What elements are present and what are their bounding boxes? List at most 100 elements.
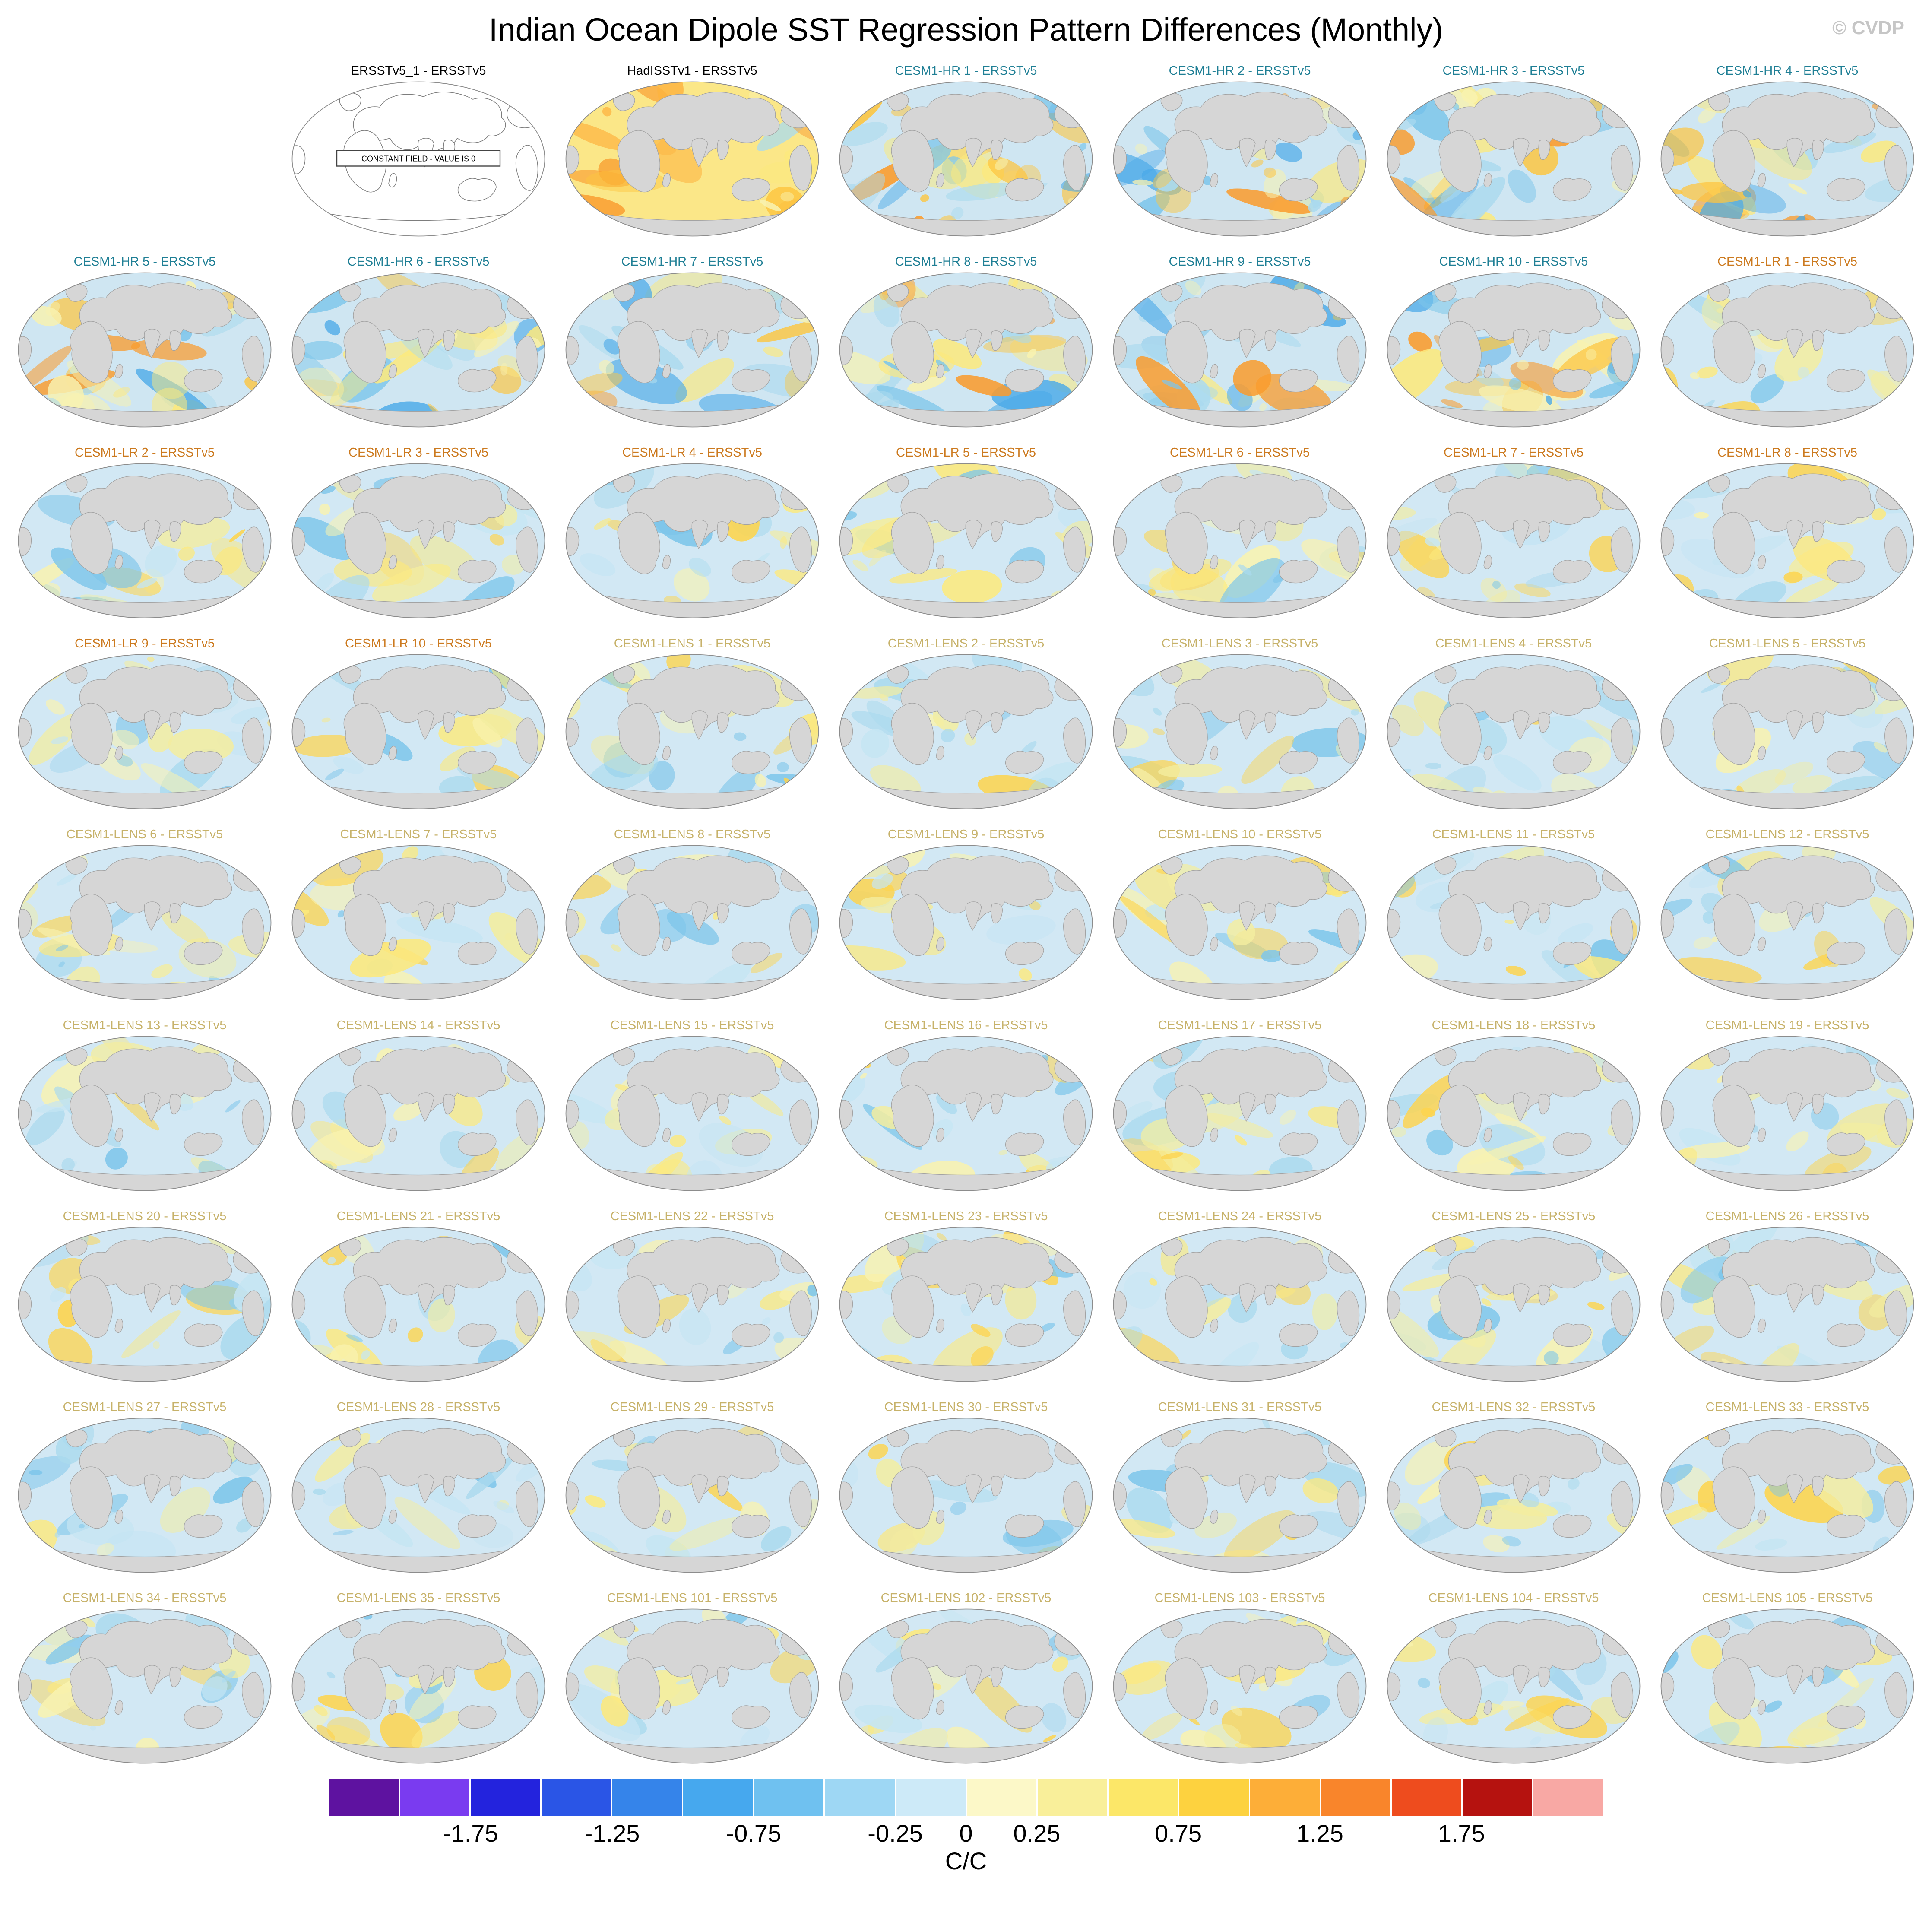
map-panel-title: CESM1-LENS 25 - ERSSTv5 xyxy=(1432,1209,1596,1223)
map-grid: ERSSTv5_1 - ERSSTv5 CONSTANT FIELD - VALU… xyxy=(0,53,1932,1767)
map-outline xyxy=(1660,1227,1914,1382)
map-outline xyxy=(18,1418,272,1573)
map-panel-title: CESM1-LENS 29 - ERSSTv5 xyxy=(610,1400,774,1414)
world-map xyxy=(1660,845,1914,1000)
continents xyxy=(1113,1237,1365,1382)
map-outline xyxy=(18,654,272,809)
map-panel-title: CESM1-LENS 105 - ERSSTv5 xyxy=(1702,1591,1873,1605)
map-panel: CESM1-LENS 2 - ERSSTv5 xyxy=(829,636,1103,812)
map-panel: CESM1-LENS 21 - ERSSTv5 xyxy=(282,1208,555,1385)
colorbar-segment xyxy=(1037,1779,1107,1816)
page-title: Indian Ocean Dipole SST Regression Patte… xyxy=(488,12,1444,48)
world-map xyxy=(839,272,1093,428)
map-panel: CESM1-HR 2 - ERSSTv5 xyxy=(1103,63,1377,239)
map-panel-title: CESM1-LENS 35 - ERSSTv5 xyxy=(336,1591,500,1605)
map-outline xyxy=(1660,845,1914,1000)
world-map xyxy=(1660,654,1914,809)
map-outline xyxy=(565,845,819,1000)
map-outline xyxy=(1387,1036,1641,1191)
map-panel-title: CESM1-HR 4 - ERSSTv5 xyxy=(1716,64,1859,78)
map-panel-title: CESM1-LR 6 - ERSSTv5 xyxy=(1170,446,1310,460)
map-panel: CESM1-LENS 35 - ERSSTv5 xyxy=(282,1590,555,1767)
map-outline xyxy=(565,1036,819,1191)
map-outline xyxy=(1113,1036,1367,1191)
map-outline xyxy=(291,845,545,1000)
map-panel-title: CESM1-LR 3 - ERSSTv5 xyxy=(348,446,488,460)
map-panel: CESM1-LR 9 - ERSSTv5 xyxy=(8,636,282,812)
map-panel: CESM1-HR 5 - ERSSTv5 xyxy=(8,254,282,430)
world-map xyxy=(1113,1418,1367,1573)
map-panel-title: CESM1-LENS 103 - ERSSTv5 xyxy=(1154,1591,1325,1605)
world-map xyxy=(839,1036,1093,1191)
colorbar-tick-label: 0 xyxy=(959,1820,973,1847)
world-map xyxy=(1660,81,1914,237)
map-panel-title: CESM1-LENS 7 - ERSSTv5 xyxy=(340,828,497,841)
map-outline xyxy=(1660,463,1914,618)
map-panel: CESM1-LENS 10 - ERSSTv5 xyxy=(1103,827,1377,1003)
map-panel: HadISSTv1 - ERSSTv5 xyxy=(555,63,829,239)
map-panel: CESM1-LENS 14 - ERSSTv5 xyxy=(282,1018,555,1194)
map-panel-title: CESM1-LENS 33 - ERSSTv5 xyxy=(1705,1400,1869,1414)
colorbar-tick-label: 1.75 xyxy=(1438,1820,1485,1847)
colorbar-segment xyxy=(400,1779,470,1816)
map-panel-title: CESM1-LENS 19 - ERSSTv5 xyxy=(1705,1018,1869,1032)
map-outline xyxy=(839,81,1093,237)
map-panel-title: HadISSTv1 - ERSSTv5 xyxy=(627,64,757,78)
continents xyxy=(839,473,1091,618)
map-outline xyxy=(839,272,1093,428)
map-panel: CESM1-LENS 18 - ERSSTv5 xyxy=(1377,1018,1650,1194)
colorbar-tick-labels: -1.75 -1.25 -0.75 -0.25 0 0.25 0.75 1.25 1.75 xyxy=(329,1819,1603,1847)
map-outline xyxy=(839,1418,1093,1573)
map-outline xyxy=(1387,1418,1641,1573)
map-outline xyxy=(1113,845,1367,1000)
map-panel: CESM1-HR 1 - ERSSTv5 xyxy=(829,63,1103,239)
continents xyxy=(566,1428,817,1573)
map-outline xyxy=(291,463,545,618)
map-panel: CESM1-LENS 9 - ERSSTv5 xyxy=(829,827,1103,1003)
map-panel-title: ERSSTv5_1 - ERSSTv5 xyxy=(351,64,486,78)
map-panel: CESM1-LENS 13 - ERSSTv5 xyxy=(8,1018,282,1194)
colorbar-segment xyxy=(1250,1779,1320,1816)
map-outline xyxy=(18,463,272,618)
map-panel: CESM1-LENS 17 - ERSSTv5 xyxy=(1103,1018,1377,1194)
map-outline xyxy=(291,1418,545,1573)
world-map xyxy=(291,1418,545,1573)
map-panel: CESM1-LENS 6 - ERSSTv5 xyxy=(8,827,282,1003)
map-panel: CESM1-LENS 102 - ERSSTv5 xyxy=(829,1590,1103,1767)
map-panel: CESM1-LR 10 - ERSSTv5 xyxy=(282,636,555,812)
map-panel-title: CESM1-LENS 10 - ERSSTv5 xyxy=(1158,828,1322,841)
map-outline xyxy=(291,272,545,428)
world-map xyxy=(291,1608,545,1764)
map-panel-title: CESM1-LENS 9 - ERSSTv5 xyxy=(887,828,1045,841)
continents xyxy=(1387,282,1639,427)
colorbar-tick-label: -1.25 xyxy=(584,1820,640,1847)
world-map xyxy=(18,463,272,618)
map-outline xyxy=(839,654,1093,809)
map-panel: CESM1-LENS 30 - ERSSTv5 xyxy=(829,1399,1103,1576)
map-outline xyxy=(1660,81,1914,237)
world-map xyxy=(291,1036,545,1191)
colorbar-tick-label: -0.25 xyxy=(868,1820,923,1847)
map-panel: ERSSTv5_1 - ERSSTv5 CONSTANT FIELD - VALU… xyxy=(282,63,555,239)
map-panel-title: CESM1-LENS 20 - ERSSTv5 xyxy=(63,1209,227,1223)
map-outline xyxy=(1113,81,1367,237)
world-map xyxy=(291,272,545,428)
map-panel-title: CESM1-LENS 5 - ERSSTv5 xyxy=(1709,637,1866,650)
world-map xyxy=(1660,272,1914,428)
map-panel: CESM1-LR 8 - ERSSTv5 xyxy=(1650,445,1924,621)
colorbar-tick-label: 0.25 xyxy=(1013,1820,1061,1847)
map-panel-title: CESM1-LENS 102 - ERSSTv5 xyxy=(880,1591,1052,1605)
map-outline xyxy=(1660,1418,1914,1573)
world-map xyxy=(1387,463,1641,618)
continents xyxy=(566,1237,817,1382)
map-panel-title: CESM1-LENS 26 - ERSSTv5 xyxy=(1705,1209,1869,1223)
map-outline xyxy=(291,1227,545,1382)
map-panel: CESM1-LENS 26 - ERSSTv5 xyxy=(1650,1208,1924,1385)
figure-header: Indian Ocean Dipole SST Regression Patte… xyxy=(0,0,1932,53)
map-panel: CESM1-LR 4 - ERSSTv5 xyxy=(555,445,829,621)
map-panel-title: CESM1-LENS 31 - ERSSTv5 xyxy=(1158,1400,1322,1414)
map-panel-title: CESM1-LENS 101 - ERSSTv5 xyxy=(607,1591,778,1605)
map-panel: CESM1-LENS 29 - ERSSTv5 xyxy=(555,1399,829,1576)
colorbar-tick-label: 0.75 xyxy=(1155,1820,1202,1847)
map-panel-title: CESM1-LENS 28 - ERSSTv5 xyxy=(336,1400,500,1414)
